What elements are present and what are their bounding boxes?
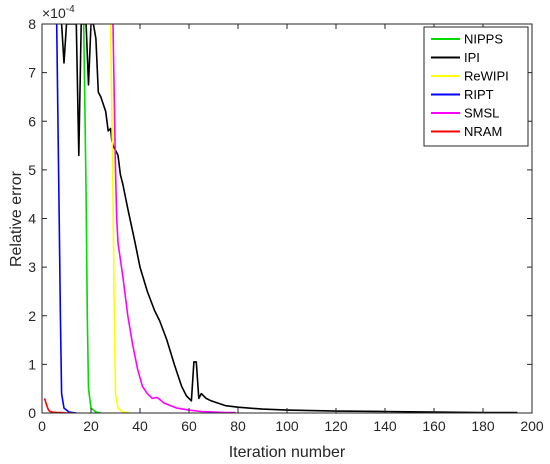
x-tick-label: 180	[471, 418, 495, 434]
series-line-ipi	[60, 24, 518, 413]
y-tick-label: 4	[28, 211, 36, 227]
y-tick-label: 0	[28, 405, 36, 421]
y-axis-label: Relative error	[8, 170, 25, 267]
legend-label-rewipi: ReWIPI	[464, 69, 509, 84]
x-tick-label: 20	[83, 418, 99, 434]
series-line-smsl	[112, 24, 236, 413]
series-line-ript	[55, 24, 77, 413]
y-axis-scale-exponent: -4	[66, 4, 75, 15]
y-tick-label: 1	[28, 356, 36, 372]
x-axis: 0 20 40 60 80 100 120 140 160 180 200	[38, 24, 544, 434]
series-line-nipps	[82, 24, 101, 413]
x-tick-label: 200	[520, 418, 544, 434]
legend-label-nram: NRAM	[464, 124, 502, 139]
y-tick-label: 2	[28, 308, 36, 324]
x-tick-label: 0	[38, 418, 46, 434]
series-line-rewipi	[109, 24, 131, 413]
y-tick-label: 8	[28, 16, 36, 32]
x-tick-label: 100	[275, 418, 299, 434]
y-tick-label: 6	[28, 113, 36, 129]
legend-label-smsl: SMSL	[464, 106, 499, 121]
y-tick-label: 7	[28, 65, 36, 81]
x-tick-label: 160	[422, 418, 446, 434]
x-tick-label: 140	[373, 418, 397, 434]
legend-label-ipi: IPI	[464, 50, 480, 65]
x-tick-label: 60	[181, 418, 197, 434]
legend-label-nipps: NIPPS	[464, 32, 503, 47]
y-tick-label: 3	[28, 259, 36, 275]
x-tick-label: 80	[230, 418, 246, 434]
x-axis-label: Iteration number	[229, 444, 346, 461]
series-layer	[43, 24, 518, 413]
y-axis: 0 1 2 3 4 5 6 7 8	[28, 16, 532, 421]
legend: NIPPS IPI ReWIPI RIPT SMSL NRAM	[423, 26, 529, 147]
y-tick-label: 5	[28, 162, 36, 178]
x-tick-label: 120	[324, 418, 348, 434]
y-axis-scale-factor: ×10-4	[42, 4, 75, 21]
legend-label-ript: RIPT	[464, 87, 494, 102]
x-tick-label: 40	[132, 418, 148, 434]
y-axis-scale-base: ×10	[42, 5, 66, 21]
legend-box	[423, 26, 529, 147]
